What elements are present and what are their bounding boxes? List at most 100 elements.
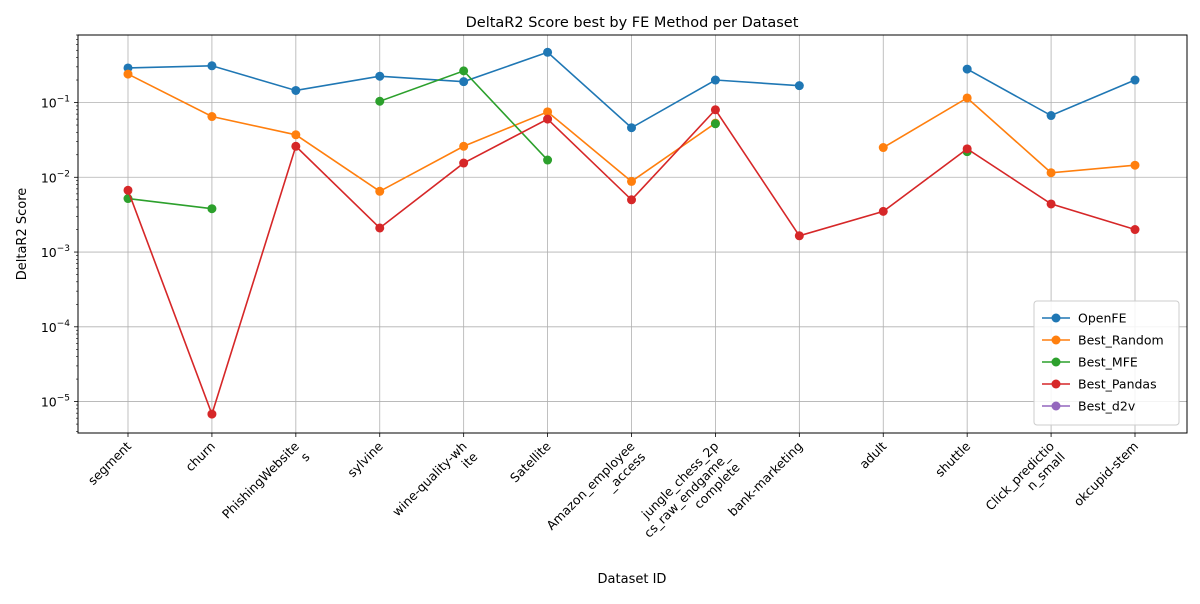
series-best_pandas <box>123 105 1140 419</box>
series-layer <box>123 47 1140 419</box>
x-tick-label: segment <box>85 438 134 487</box>
y-tick-label: 10−4 <box>41 319 70 335</box>
data-point <box>207 409 217 419</box>
legend-label: OpenFE <box>1078 311 1127 326</box>
x-tick-label-line: PhishingWebsite <box>219 438 302 521</box>
data-point <box>710 105 720 115</box>
data-point <box>962 93 972 103</box>
legend-item: Best_Pandas <box>1042 377 1157 392</box>
data-point <box>1130 225 1140 235</box>
x-tick-label: wine-quality-white <box>389 438 480 529</box>
legend-item: Best_Random <box>1042 333 1164 348</box>
y-tick-exponent: −5 <box>57 394 70 404</box>
data-point <box>627 123 636 133</box>
legend-label: Best_Pandas <box>1078 377 1157 392</box>
data-point <box>1046 199 1056 209</box>
series-openfe <box>123 47 1140 133</box>
x-tick-label-line: segment <box>85 438 134 487</box>
series-line <box>127 73 716 193</box>
y-axis-label: DeltaR2 Score <box>15 188 30 281</box>
legend-marker <box>1051 379 1061 389</box>
x-tick-label: adult <box>856 438 889 471</box>
data-point <box>878 143 888 153</box>
x-tick-label: Satellite <box>507 438 554 485</box>
data-point <box>459 158 469 168</box>
y-tick-mantissa: 10 <box>41 245 57 260</box>
x-tick-label-line: s <box>297 449 312 464</box>
data-point <box>375 186 385 196</box>
legend-item: Best_MFE <box>1042 355 1138 370</box>
data-point <box>459 77 469 87</box>
data-point <box>375 223 385 233</box>
data-point <box>123 69 133 79</box>
chart-title: DeltaR2 Score best by FE Method per Data… <box>466 15 799 31</box>
y-tick-exponent: −1 <box>57 95 70 105</box>
legend-item: OpenFE <box>1042 311 1127 326</box>
x-tick-label-line: adult <box>856 438 889 471</box>
data-point <box>207 112 217 122</box>
data-point <box>375 71 385 81</box>
data-point <box>459 141 469 151</box>
x-tick-label: Amazon_employee_access <box>543 438 648 543</box>
y-tick-exponent: −2 <box>57 169 70 179</box>
data-point <box>710 119 720 129</box>
y-tick-exponent: −3 <box>57 244 70 254</box>
data-point <box>1130 75 1140 85</box>
legend-label: Best_d2v <box>1078 399 1136 414</box>
x-tick-label: PhishingWebsites <box>219 438 313 532</box>
plot-frame <box>77 34 1188 434</box>
data-point <box>794 231 804 241</box>
data-point <box>627 195 636 205</box>
y-tick-mantissa: 10 <box>41 395 57 410</box>
x-tick-label: bank-marketing <box>725 439 806 520</box>
data-point <box>207 204 217 214</box>
x-tick-label: sylvine <box>344 438 386 480</box>
legend-box <box>1033 300 1180 426</box>
data-point <box>794 81 804 91</box>
x-tick-label-line: okcupid-stem <box>1071 439 1142 510</box>
x-tick-label: okcupid-stem <box>1071 439 1142 510</box>
y-tick-exponent: −4 <box>57 319 71 329</box>
data-point <box>459 66 469 76</box>
legend-item: Best_d2v <box>1042 399 1136 414</box>
data-point <box>962 64 972 74</box>
x-tick-label-line: sylvine <box>344 438 386 480</box>
data-point <box>627 176 636 186</box>
data-point <box>291 85 301 95</box>
data-point <box>291 130 301 140</box>
data-point <box>123 185 133 195</box>
series-best_random <box>123 69 1140 196</box>
legend-marker <box>1051 335 1061 345</box>
data-point <box>1130 160 1140 170</box>
x-tick-label: jungle_chess_2pcs_raw_endgame_complete <box>630 438 743 551</box>
x-axis-label: Dataset ID <box>598 572 667 587</box>
legend-marker <box>1051 357 1061 367</box>
x-tick-label: churn <box>182 439 218 475</box>
x-tick-label: Click_prediction_small <box>982 439 1067 524</box>
legend-marker <box>1051 313 1061 323</box>
data-point <box>710 75 720 85</box>
y-tick-mantissa: 10 <box>41 170 57 185</box>
data-point <box>543 155 553 165</box>
x-tick-label: shuttle <box>932 438 973 479</box>
axis-layer: segment churn PhishingWebsites sylvine wine-… <box>41 34 1142 551</box>
legend: OpenFE Best_Random Best_MFE Best_Pandas Best… <box>1033 300 1180 426</box>
data-point <box>543 47 553 57</box>
x-tick-label-line: churn <box>182 439 218 475</box>
data-point <box>962 144 972 154</box>
legend-marker <box>1051 401 1061 411</box>
data-point <box>543 114 553 124</box>
series-line <box>127 197 213 210</box>
data-point <box>543 107 553 117</box>
series-line <box>882 96 1136 174</box>
x-tick-label-line: shuttle <box>932 438 973 479</box>
y-tick-label: 10−1 <box>41 95 70 111</box>
data-point <box>1046 111 1056 121</box>
x-tick-label-line: Amazon_employee <box>543 438 638 533</box>
data-point <box>375 96 385 106</box>
x-tick-label-line: Satellite <box>507 438 554 485</box>
x-tick-label-line: bank-marketing <box>725 439 806 520</box>
x-tick-label-line: wine-quality-wh <box>389 439 470 520</box>
